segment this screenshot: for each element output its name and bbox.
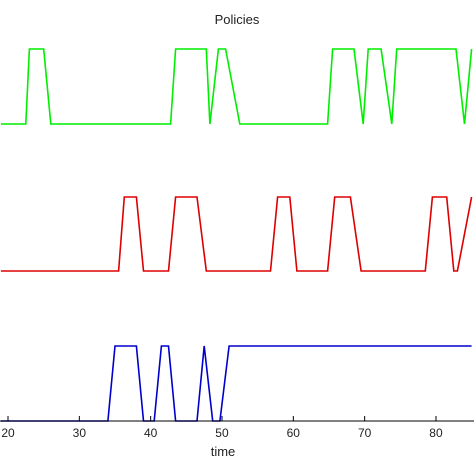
- chart-title: Policies: [215, 12, 260, 27]
- series-line-2: [0, 196, 473, 272]
- series-line-1: [0, 48, 473, 125]
- x-tick-label: 20: [1, 426, 15, 440]
- x-tick-label: 50: [215, 426, 229, 440]
- x-axis-label: time: [211, 444, 236, 459]
- x-tick-label: 80: [429, 426, 443, 440]
- x-tick-label: 70: [358, 426, 372, 440]
- x-tick-label: 60: [287, 426, 301, 440]
- series-layer: [0, 48, 473, 422]
- x-tick-label: 30: [73, 426, 87, 440]
- x-tick-label: 40: [144, 426, 158, 440]
- x-axis-ticks: 20 30 40 50 60 70 80: [1, 416, 443, 440]
- series-line-3: [0, 345, 472, 422]
